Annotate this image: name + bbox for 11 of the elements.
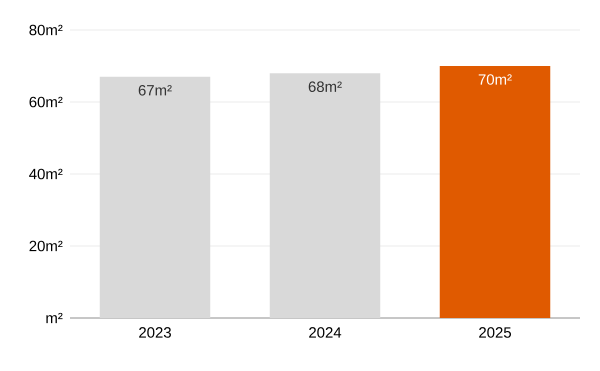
y-tick-label: m² bbox=[46, 312, 63, 324]
data-label: 70m² bbox=[478, 74, 512, 85]
x-tick-label: 2024 bbox=[309, 327, 342, 338]
y-tick-label: 40m² bbox=[29, 168, 63, 180]
data-label: 68m² bbox=[308, 81, 342, 92]
x-tick-label: 2023 bbox=[139, 327, 171, 338]
y-tick-label: 60m² bbox=[30, 96, 63, 108]
x-tick-label: 2025 bbox=[479, 327, 511, 338]
data-label: 67m² bbox=[138, 84, 172, 96]
y-tick-label: 80m² bbox=[29, 24, 63, 36]
y-tick-label: 20m² bbox=[30, 240, 63, 252]
